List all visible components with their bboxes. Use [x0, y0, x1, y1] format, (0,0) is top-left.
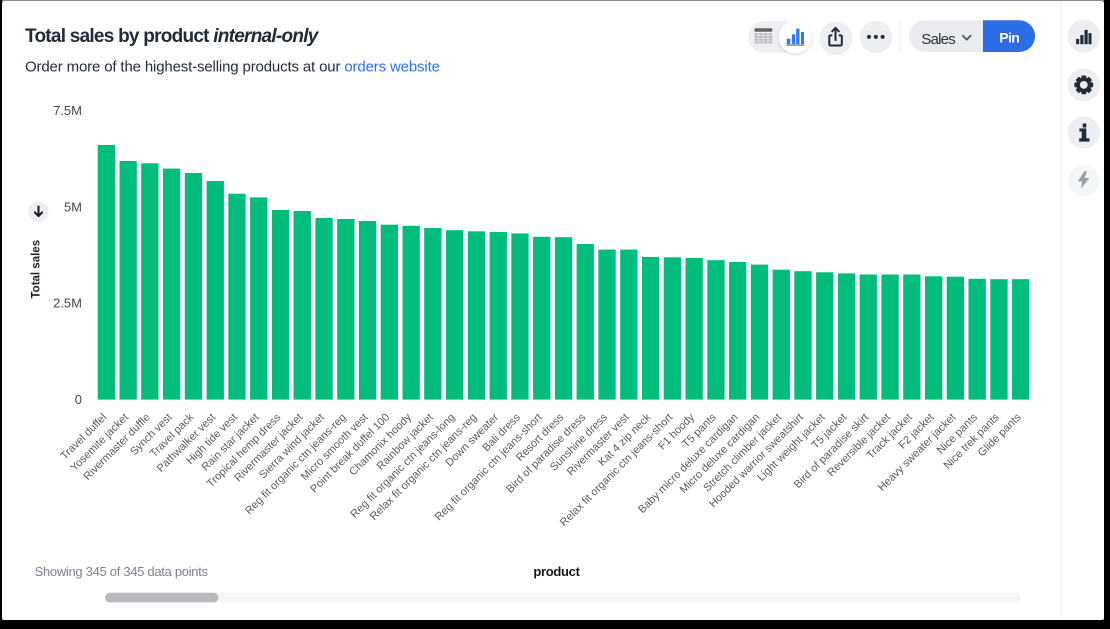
svg-text:Pin: Pin: [999, 30, 1019, 46]
svg-text:Total sales by product interna: Total sales by product internal-only: [25, 26, 320, 47]
svg-text:2.5M: 2.5M: [53, 296, 82, 311]
svg-text:Order more of the highest-sell: Order more of the highest-selling produc…: [25, 59, 440, 76]
svg-text:product: product: [533, 564, 580, 579]
svg-text:7.5M: 7.5M: [53, 103, 82, 118]
svg-text:5M: 5M: [64, 199, 82, 214]
svg-text:Showing 345 of 345 data points: Showing 345 of 345 data points: [35, 564, 209, 579]
svg-text:Sales: Sales: [921, 31, 955, 48]
svg-text:0: 0: [75, 392, 82, 407]
svg-text:Total sales: Total sales: [31, 240, 43, 299]
